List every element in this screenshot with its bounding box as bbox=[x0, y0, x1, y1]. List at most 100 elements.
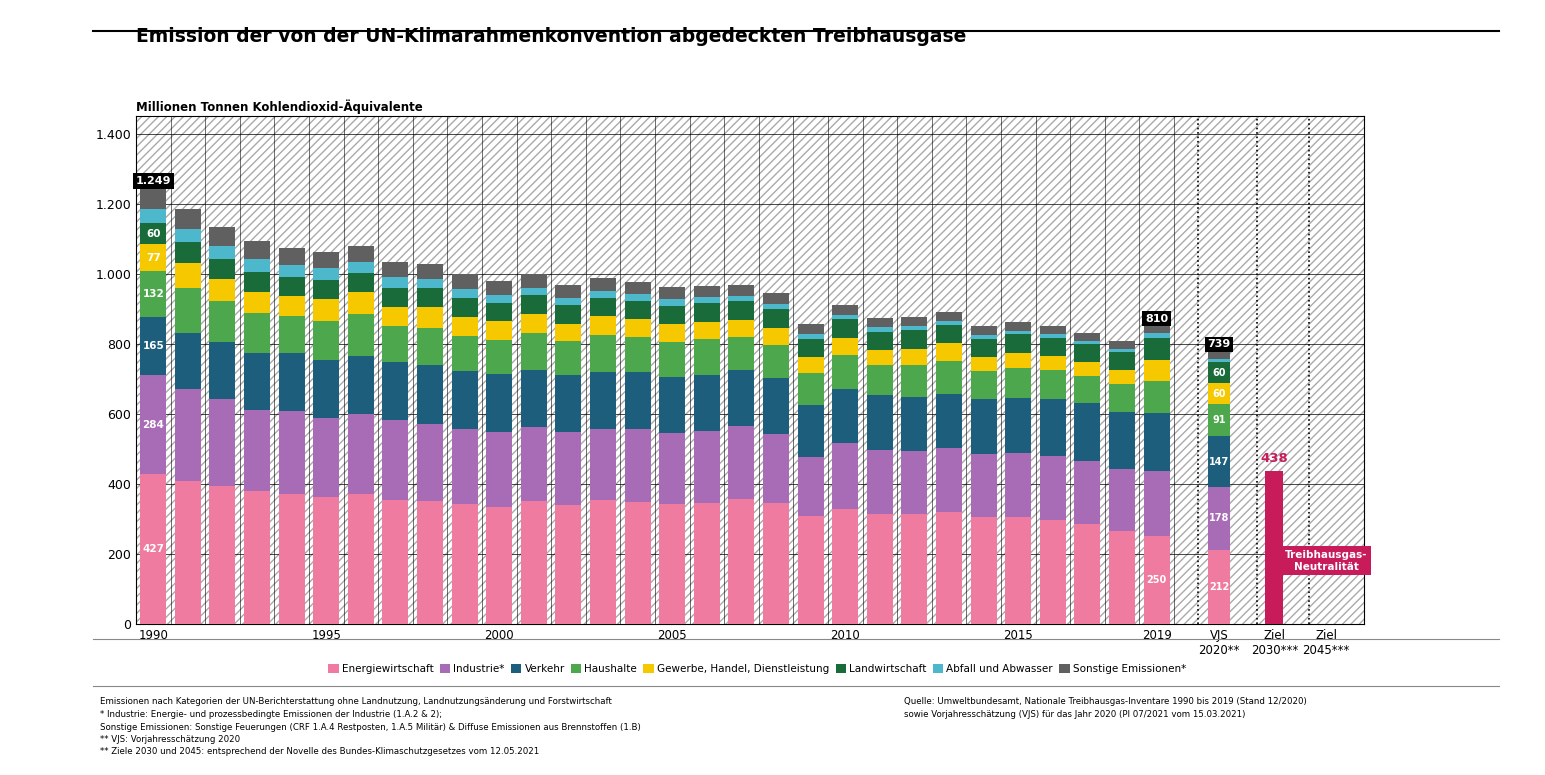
Bar bbox=[244, 291, 270, 313]
Bar bbox=[487, 281, 513, 294]
Bar bbox=[729, 499, 754, 624]
Bar bbox=[314, 418, 340, 497]
Bar bbox=[867, 350, 893, 365]
Bar bbox=[763, 378, 789, 434]
Bar bbox=[278, 265, 304, 277]
Bar bbox=[175, 209, 201, 229]
Bar bbox=[1040, 334, 1066, 338]
Bar bbox=[1040, 399, 1066, 456]
Bar bbox=[970, 399, 997, 453]
Bar bbox=[624, 294, 650, 301]
Bar bbox=[936, 360, 963, 394]
Bar bbox=[383, 262, 408, 277]
Bar bbox=[556, 305, 581, 323]
Bar bbox=[210, 226, 235, 246]
Bar bbox=[1143, 536, 1170, 624]
Bar bbox=[1074, 376, 1100, 403]
Bar bbox=[1040, 370, 1066, 399]
Bar bbox=[660, 324, 686, 342]
Bar bbox=[694, 322, 720, 339]
Bar bbox=[936, 343, 963, 360]
Bar bbox=[314, 321, 340, 360]
Bar bbox=[590, 278, 616, 291]
Bar bbox=[487, 322, 513, 340]
Bar bbox=[797, 357, 823, 373]
Text: 212: 212 bbox=[1208, 582, 1228, 592]
Bar bbox=[451, 429, 477, 505]
Bar bbox=[244, 272, 270, 291]
Bar bbox=[833, 319, 857, 338]
Text: 165: 165 bbox=[142, 341, 164, 351]
Bar bbox=[901, 326, 927, 330]
Bar bbox=[175, 263, 201, 288]
Bar bbox=[348, 414, 374, 494]
Bar bbox=[417, 501, 443, 624]
Bar bbox=[936, 321, 963, 325]
Bar bbox=[660, 342, 686, 377]
Bar bbox=[729, 296, 754, 301]
Bar bbox=[1040, 456, 1066, 519]
Bar bbox=[314, 252, 340, 268]
Bar bbox=[1109, 470, 1136, 532]
Bar bbox=[175, 243, 201, 263]
Bar bbox=[590, 316, 616, 336]
Bar bbox=[1040, 338, 1066, 356]
Text: 60: 60 bbox=[147, 229, 161, 239]
Bar bbox=[763, 309, 789, 328]
Bar bbox=[833, 355, 857, 388]
Bar bbox=[1040, 356, 1066, 370]
Bar bbox=[624, 501, 650, 624]
Bar bbox=[417, 365, 443, 424]
Bar bbox=[694, 339, 720, 375]
Bar bbox=[833, 338, 857, 355]
Bar bbox=[521, 295, 547, 314]
Bar bbox=[521, 370, 547, 427]
Bar bbox=[1109, 341, 1136, 349]
Bar bbox=[590, 429, 616, 501]
Bar bbox=[244, 260, 270, 272]
Bar bbox=[244, 410, 270, 491]
Bar bbox=[867, 365, 893, 395]
Bar bbox=[451, 289, 477, 298]
Bar bbox=[797, 457, 823, 516]
Bar bbox=[278, 353, 304, 411]
Bar bbox=[348, 246, 374, 261]
Bar bbox=[1208, 549, 1230, 624]
Bar bbox=[694, 375, 720, 431]
Bar bbox=[487, 432, 513, 507]
Bar bbox=[244, 491, 270, 624]
Bar bbox=[901, 514, 927, 624]
Bar bbox=[1143, 413, 1170, 471]
Bar bbox=[1109, 532, 1136, 624]
Text: 739: 739 bbox=[1207, 339, 1230, 350]
Bar bbox=[936, 325, 963, 343]
Bar bbox=[556, 505, 581, 624]
Bar bbox=[451, 336, 477, 370]
Text: 284: 284 bbox=[142, 420, 164, 429]
Bar bbox=[1006, 331, 1031, 334]
Bar bbox=[1143, 381, 1170, 413]
Bar bbox=[729, 426, 754, 499]
Bar bbox=[797, 339, 823, 357]
Bar bbox=[314, 360, 340, 418]
Bar bbox=[1208, 436, 1230, 487]
Bar bbox=[833, 315, 857, 319]
Bar bbox=[1006, 517, 1031, 624]
Bar bbox=[141, 317, 167, 375]
Bar bbox=[901, 349, 927, 365]
Bar bbox=[348, 494, 374, 624]
Bar bbox=[729, 370, 754, 426]
Bar bbox=[521, 333, 547, 370]
Bar bbox=[901, 450, 927, 514]
Bar bbox=[970, 326, 997, 335]
Bar bbox=[521, 288, 547, 295]
Bar bbox=[210, 246, 235, 259]
Bar bbox=[833, 443, 857, 509]
Bar bbox=[660, 288, 686, 299]
Bar bbox=[763, 328, 789, 345]
Bar bbox=[1006, 334, 1031, 353]
Bar bbox=[867, 332, 893, 350]
Bar bbox=[1109, 412, 1136, 470]
Bar bbox=[1208, 351, 1230, 359]
Bar bbox=[833, 305, 857, 315]
